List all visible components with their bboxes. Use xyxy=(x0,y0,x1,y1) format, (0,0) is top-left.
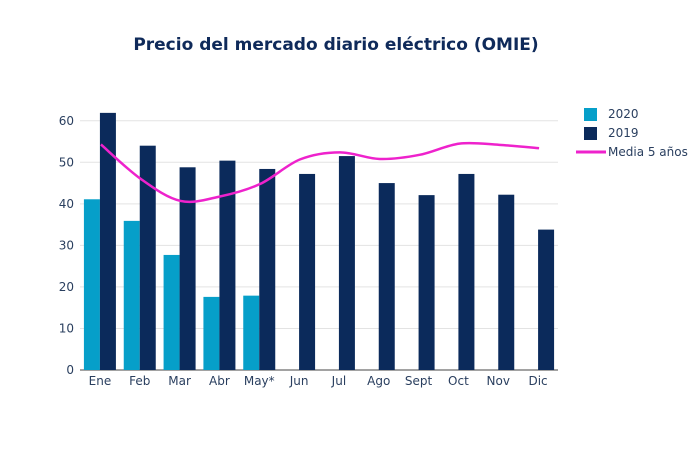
legend-item[interactable]: 2020 xyxy=(584,107,639,121)
y-axis-ticks: 0 10 20 30 40 50 60 xyxy=(59,114,74,377)
bar-2019[interactable] xyxy=(498,194,515,370)
bar-2019[interactable] xyxy=(259,168,276,370)
y-tick-label: 0 xyxy=(66,363,74,377)
bar-2020[interactable] xyxy=(123,220,140,370)
legend-swatch xyxy=(584,108,597,121)
legend-item[interactable]: Media 5 años xyxy=(576,145,688,159)
x-tick-label: Nov xyxy=(487,374,510,388)
bar-2019[interactable] xyxy=(458,173,475,370)
gridlines xyxy=(80,120,558,371)
bar-2020[interactable] xyxy=(203,296,220,370)
legend[interactable]: 2020 2019 Media 5 años xyxy=(576,107,688,159)
legend-label: Media 5 años xyxy=(608,145,688,159)
y-tick-label: 30 xyxy=(59,238,74,252)
line-media-5-anos[interactable] xyxy=(100,141,540,204)
bar-2020[interactable] xyxy=(163,254,180,370)
y-tick-label: 20 xyxy=(59,280,74,294)
bar-2019[interactable] xyxy=(219,160,236,370)
x-axis-ticks: Ene Feb Mar Abr May* Jun Jul Ago Sept Oct Nov Dic xyxy=(89,374,548,388)
legend-label: 2019 xyxy=(608,126,639,140)
bar-2019[interactable] xyxy=(299,173,316,370)
x-tick-label: Mar xyxy=(168,374,191,388)
bar-2019[interactable] xyxy=(538,229,555,370)
chart-title: Precio del mercado diario eléctrico (OMI… xyxy=(133,35,538,55)
average-line xyxy=(100,141,540,204)
x-tick-label: May* xyxy=(244,374,275,388)
bar-2019[interactable] xyxy=(139,145,156,370)
legend-item[interactable]: 2019 xyxy=(584,126,639,140)
bar-2019[interactable] xyxy=(179,167,196,370)
legend-label: 2020 xyxy=(608,107,639,121)
x-tick-label: Ene xyxy=(89,374,112,388)
x-tick-label: Jul xyxy=(331,374,346,388)
bars xyxy=(83,112,555,370)
y-tick-label: 60 xyxy=(59,114,74,128)
x-tick-label: Sept xyxy=(405,374,433,388)
x-tick-label: Oct xyxy=(448,374,469,388)
bar-2019[interactable] xyxy=(378,183,395,370)
bar-2019[interactable] xyxy=(418,195,435,370)
bar-2019[interactable] xyxy=(338,156,355,370)
y-tick-label: 50 xyxy=(59,155,74,169)
bar-2020[interactable] xyxy=(243,295,260,370)
legend-swatch xyxy=(584,127,597,140)
bar-2019[interactable] xyxy=(99,112,116,370)
x-tick-label: Abr xyxy=(209,374,230,388)
x-tick-label: Ago xyxy=(367,374,390,388)
x-tick-label: Feb xyxy=(129,374,150,388)
x-tick-label: Jun xyxy=(289,374,309,388)
x-tick-label: Dic xyxy=(528,374,547,388)
bar-2020[interactable] xyxy=(83,199,100,370)
y-tick-label: 10 xyxy=(59,321,74,335)
y-tick-label: 40 xyxy=(59,197,74,211)
